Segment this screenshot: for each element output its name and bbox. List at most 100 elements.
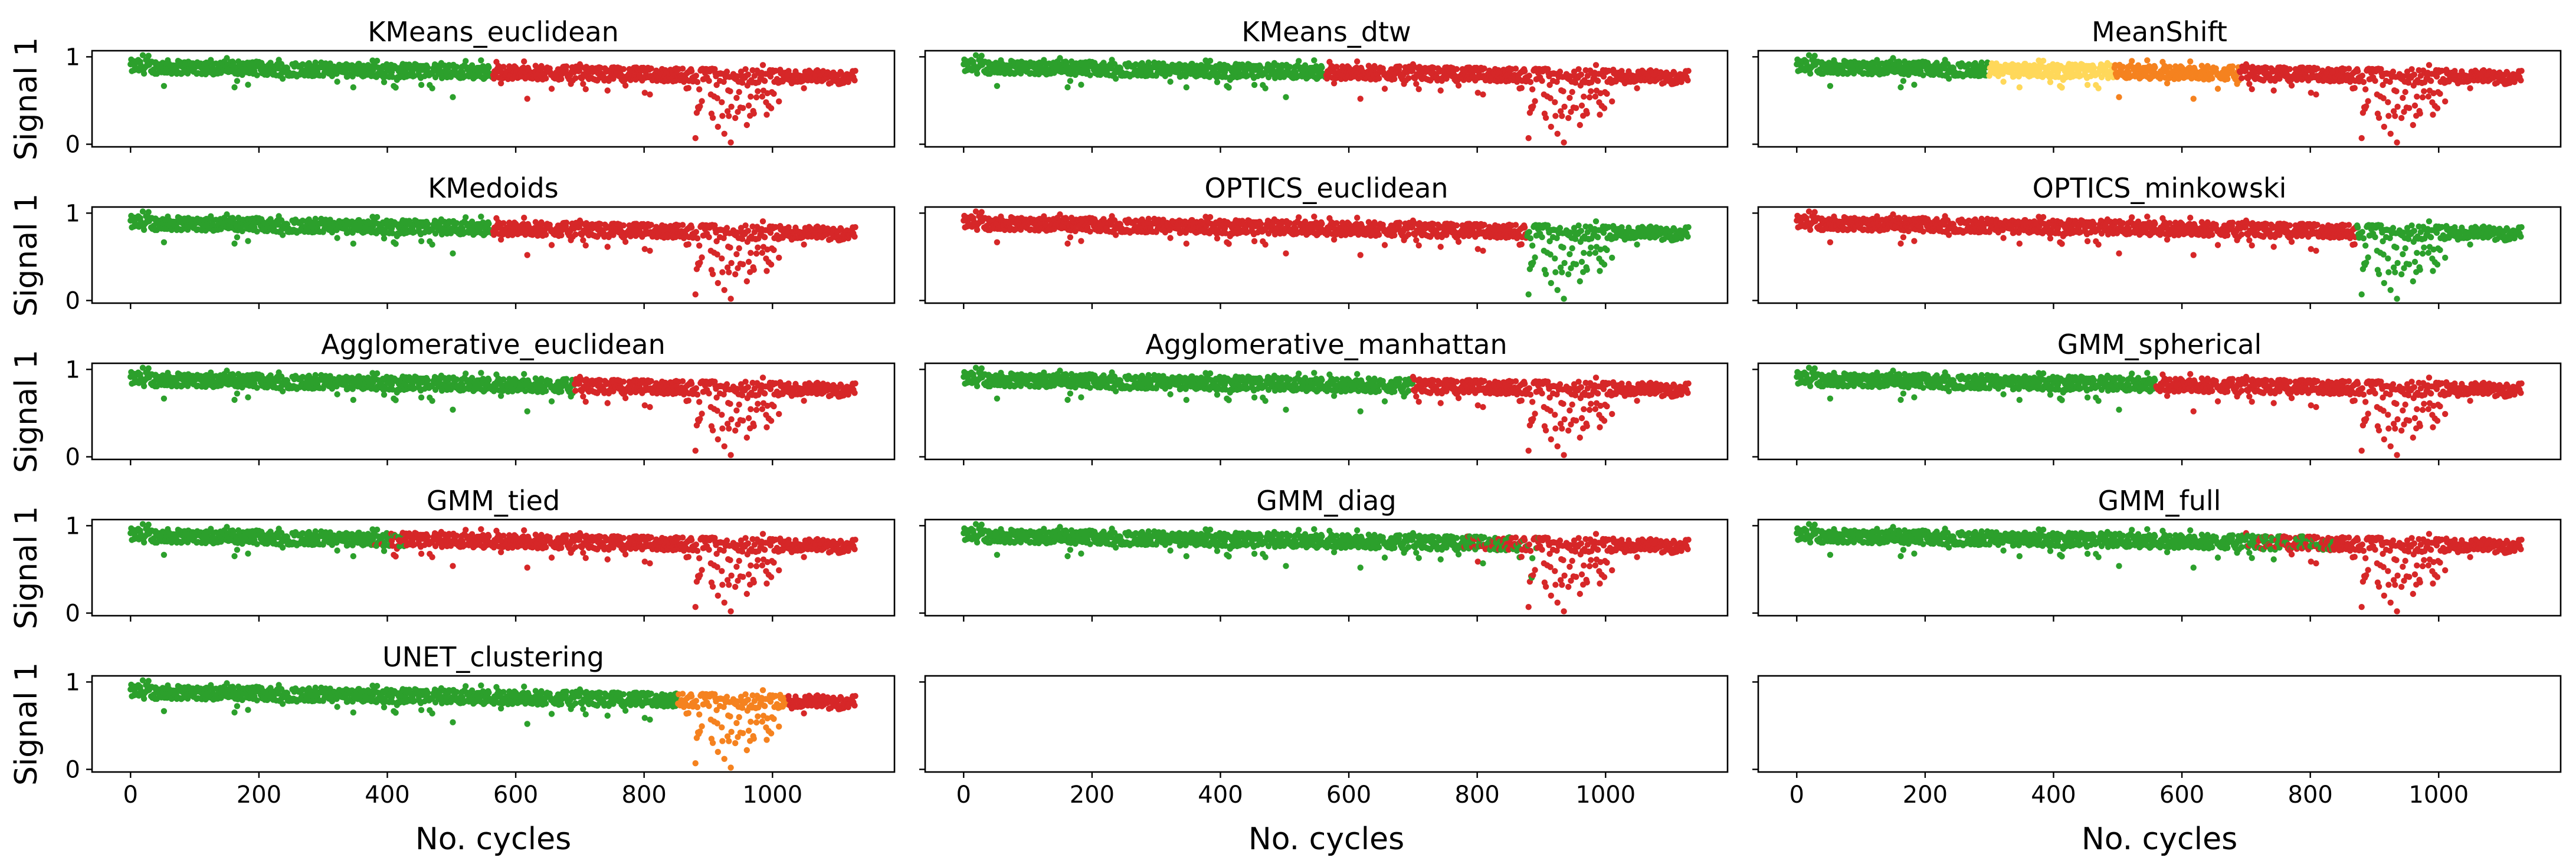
data-point — [1548, 123, 1554, 130]
data-point — [1577, 121, 1583, 129]
data-point — [706, 77, 712, 84]
data-point — [763, 268, 770, 274]
data-point — [851, 77, 858, 84]
data-point — [699, 254, 705, 261]
data-point — [1167, 235, 1174, 241]
data-point — [1634, 85, 1640, 91]
data-point — [1396, 63, 1403, 70]
data-point — [543, 75, 549, 82]
data-point — [742, 222, 749, 229]
data-point — [736, 245, 742, 252]
data-point — [424, 64, 431, 71]
data-point — [771, 90, 777, 97]
data-point — [245, 238, 251, 244]
data-point — [2359, 73, 2365, 79]
data-point — [692, 291, 699, 298]
data-point — [994, 83, 1001, 89]
data-point — [1112, 232, 1119, 238]
data-point — [580, 81, 586, 87]
data-point — [524, 96, 530, 102]
data-point — [563, 63, 570, 70]
data-point — [1251, 81, 1258, 88]
data-point — [1601, 105, 1608, 111]
data-point — [1552, 99, 1558, 106]
data-point — [852, 68, 858, 74]
data-point — [381, 235, 388, 242]
data-point — [723, 68, 730, 75]
data-point — [497, 80, 504, 87]
data-point — [726, 113, 732, 119]
data-point — [719, 269, 726, 275]
data-point — [2518, 68, 2525, 74]
data-point — [1684, 77, 1691, 84]
data-point — [224, 55, 230, 61]
data-point — [299, 61, 306, 68]
data-point — [733, 94, 740, 101]
data-point — [2411, 71, 2418, 78]
subplot-3: MeanShift — [1752, 16, 2562, 153]
data-point — [2387, 130, 2394, 137]
data-point — [732, 271, 739, 278]
data-point — [1437, 87, 1444, 94]
data-point — [2152, 64, 2158, 71]
data-point — [1112, 75, 1119, 82]
data-point — [1518, 85, 1525, 91]
data-point — [279, 75, 286, 82]
data-point — [2442, 98, 2449, 105]
data-point — [750, 110, 757, 117]
data-point — [1573, 105, 1579, 111]
data-point — [726, 269, 732, 275]
data-point — [622, 82, 629, 89]
data-point — [2437, 90, 2443, 97]
data-point — [1078, 238, 1084, 244]
data-point — [1807, 70, 1814, 77]
data-point — [145, 52, 152, 59]
data-point — [1512, 65, 1519, 72]
data-point — [693, 229, 700, 235]
data-point — [478, 213, 484, 220]
y-tick-label: 1 — [65, 200, 80, 227]
data-point — [445, 62, 453, 68]
data-point — [478, 57, 484, 64]
data-point — [139, 52, 146, 58]
data-point — [2428, 78, 2434, 84]
data-point — [2214, 86, 2221, 92]
data-point — [1597, 111, 1603, 118]
data-point — [411, 73, 418, 79]
data-point — [743, 121, 750, 129]
data-point — [736, 88, 742, 96]
data-point — [2394, 103, 2401, 110]
data-point — [2362, 86, 2369, 93]
data-point — [1415, 86, 1422, 93]
data-point — [334, 78, 340, 85]
data-point — [2286, 66, 2293, 73]
data-point — [2187, 58, 2194, 65]
data-point — [745, 71, 752, 78]
data-point — [1214, 79, 1221, 86]
data-point — [429, 85, 435, 91]
data-point — [1566, 94, 1573, 101]
data-point — [1592, 62, 1600, 68]
data-point — [1900, 78, 1907, 84]
data-point — [334, 235, 340, 241]
data-point — [245, 81, 251, 88]
subplot-title: KMeans_dtw — [1241, 16, 1411, 48]
data-point — [974, 226, 981, 233]
data-point — [978, 209, 985, 215]
y-tick-label: 0 — [65, 132, 80, 159]
data-point — [548, 242, 555, 248]
data-point — [388, 68, 395, 75]
data-point — [463, 214, 469, 221]
data-point — [743, 278, 750, 285]
data-point — [500, 64, 507, 70]
data-point — [418, 238, 425, 245]
data-point — [2393, 88, 2400, 94]
data-point — [723, 225, 730, 231]
data-point — [620, 222, 627, 229]
data-point — [2090, 64, 2097, 71]
data-point — [145, 209, 152, 215]
data-point — [692, 135, 699, 142]
data-point — [2270, 87, 2277, 94]
data-point — [647, 91, 653, 98]
